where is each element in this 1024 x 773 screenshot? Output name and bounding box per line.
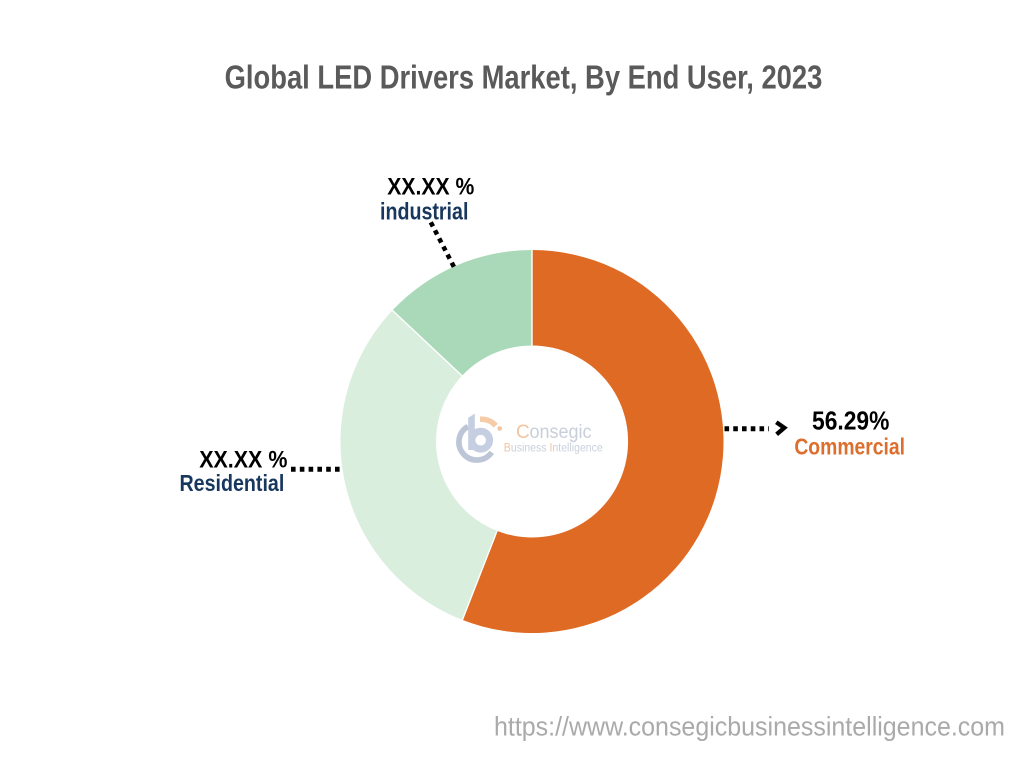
svg-text:Global LED Drivers Market, By: Global LED Drivers Market, By End User, … [225,58,823,95]
svg-text:XX.XX %: XX.XX % [387,174,474,201]
svg-text:Business Intelligence: Business Intelligence [504,442,603,454]
svg-text:onsegic: onsegic [530,422,592,443]
svg-text:XX.XX %: XX.XX % [199,446,287,473]
svg-text:C: C [516,422,530,443]
svg-text:56.29%: 56.29% [812,406,889,436]
svg-text:Commercial: Commercial [794,434,905,460]
svg-text:https://www.consegicbusinessin: https://www.consegicbusinessintelligence… [494,712,1005,742]
svg-text:industrial: industrial [380,198,468,225]
svg-text:Residential: Residential [180,470,285,496]
